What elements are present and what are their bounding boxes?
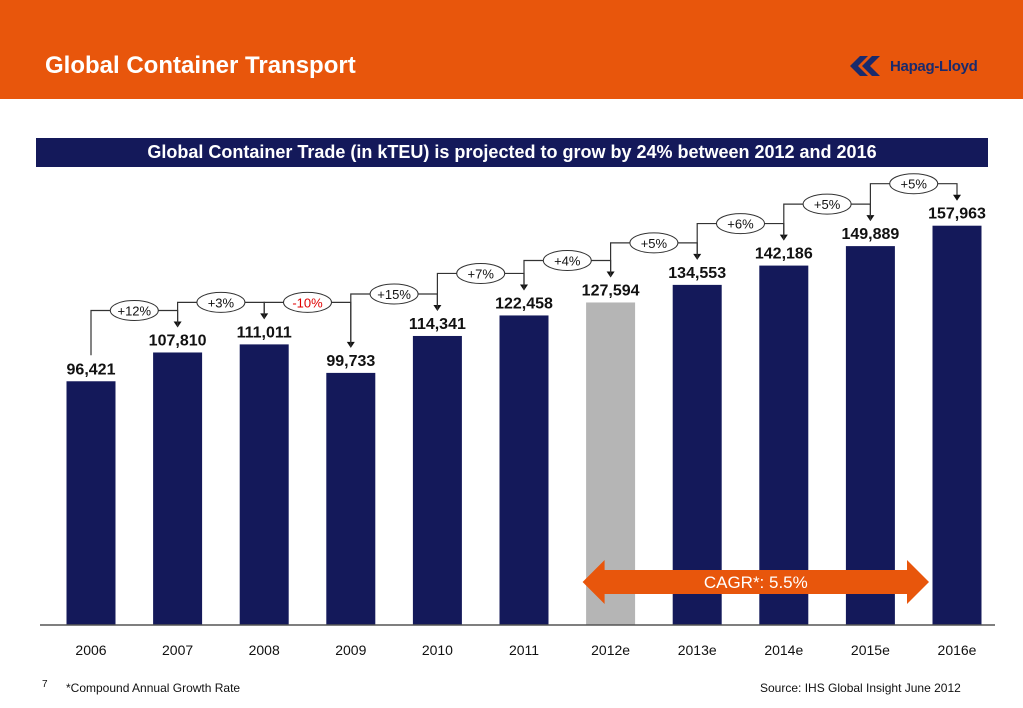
- growth-annotation-1: +12%: [90, 299, 182, 356]
- bar-2016e: [932, 225, 982, 625]
- bar-2014e: [759, 265, 809, 625]
- growth-label-2: +3%: [208, 295, 235, 310]
- bar-2010: [412, 335, 462, 625]
- bar-2011: [499, 315, 549, 625]
- logo-text: Hapag-Lloyd: [890, 57, 978, 75]
- value-label-2014e: 142,186: [755, 246, 813, 263]
- header-bar: Global Container Transport Hapag-Lloyd: [0, 0, 1023, 99]
- growth-annotation-2: +3%: [177, 291, 269, 327]
- x-tick-2010: 2010: [422, 642, 453, 658]
- value-label-2016e: 157,963: [928, 206, 986, 223]
- bar-2009: [326, 372, 376, 625]
- value-label-2007: 107,810: [149, 332, 207, 349]
- growth-label-10: +5%: [901, 177, 928, 192]
- bar-2007: [153, 352, 203, 625]
- value-label-2013e: 134,553: [668, 265, 726, 282]
- container-trade-bar-chart: 96,421 107,810 111,011 99,733 114,341 122,458…: [40, 173, 995, 658]
- growth-annotation-6: +4%: [523, 249, 615, 290]
- page-number: 7: [42, 679, 48, 690]
- value-label-2008: 111,011: [237, 324, 292, 341]
- growth-label-4: +15%: [377, 287, 411, 302]
- growth-annotation-7: +5%: [609, 232, 702, 277]
- bar-2015e: [845, 246, 895, 625]
- x-tick-2006: 2006: [75, 642, 106, 658]
- cagr-label: CAGR*: 5.5%: [704, 573, 808, 592]
- x-tick-2013e: 2013e: [678, 642, 717, 658]
- growth-label-6: +4%: [554, 253, 581, 268]
- growth-annotation-9: +5%: [783, 193, 875, 240]
- footnote: *Compound Annual Growth Rate: [66, 681, 241, 695]
- value-label-2010: 114,341: [409, 316, 466, 333]
- value-label-2006: 96,421: [67, 361, 116, 378]
- cagr-arrow: [582, 560, 929, 604]
- bar-2006: [66, 381, 116, 625]
- x-tick-2009: 2009: [335, 642, 366, 658]
- headline-banner: Global Container Trade (in kTEU) is proj…: [36, 138, 988, 167]
- bar-2008: [239, 344, 289, 625]
- value-label-2011: 122,458: [495, 295, 553, 312]
- growth-label-1: +12%: [117, 303, 151, 318]
- growth-label-9: +5%: [814, 197, 841, 212]
- x-tick-2012e: 2012e: [591, 642, 630, 658]
- growth-annotation-10: +5%: [869, 173, 961, 221]
- growth-label-3: -10%: [292, 295, 323, 310]
- growth-label-5: +7%: [468, 266, 495, 281]
- growth-label-8: +6%: [727, 217, 754, 232]
- growth-label-7: +5%: [641, 236, 668, 251]
- x-tick-2008: 2008: [249, 642, 280, 658]
- growth-annotation-5: +7%: [436, 262, 528, 310]
- x-tick-2015e: 2015e: [851, 642, 890, 658]
- bar-2013e: [672, 284, 722, 625]
- value-label-2015e: 149,889: [841, 226, 899, 243]
- growth-annotation-4: +15%: [350, 283, 442, 347]
- value-label-2012e: 127,594: [582, 282, 640, 299]
- hapag-lloyd-logo-icon: [850, 56, 880, 76]
- x-tick-2011: 2011: [509, 642, 539, 658]
- growth-annotation-8: +6%: [696, 213, 788, 259]
- page-title: Global Container Transport: [45, 52, 356, 79]
- x-tick-2014e: 2014e: [764, 642, 803, 658]
- logo: Hapag-Lloyd: [850, 56, 978, 76]
- x-tick-2016e: 2016e: [938, 642, 977, 658]
- source-note: Source: IHS Global Insight June 2012: [760, 681, 961, 695]
- x-tick-2007: 2007: [162, 642, 193, 658]
- value-label-2009: 99,733: [326, 353, 375, 370]
